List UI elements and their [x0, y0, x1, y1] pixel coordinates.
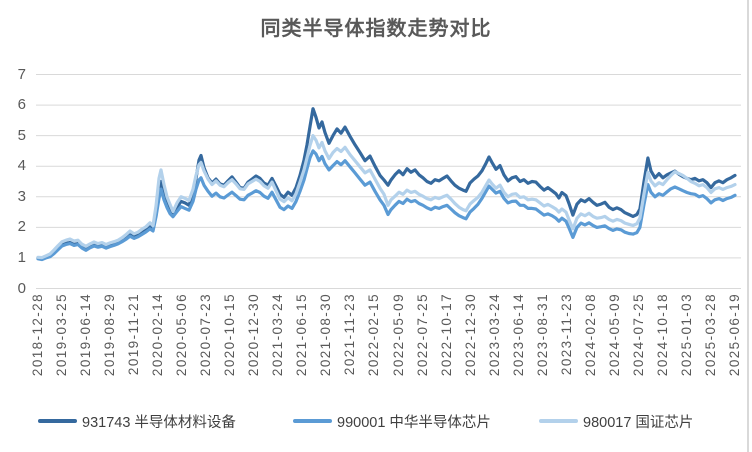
x-tick-label: 2023-08-31: [534, 293, 550, 377]
x-tick-label: 2021-08-30: [318, 293, 334, 377]
legend-label: 990001 中华半导体芯片: [337, 414, 491, 431]
x-tick-label: 2024-02-08: [582, 293, 598, 377]
x-tick-label: 2019-06-14: [78, 293, 94, 377]
x-tick-label: 2022-05-09: [390, 293, 406, 377]
legend-item-931743[interactable]: 931743 半导体材料设备: [38, 409, 236, 433]
x-tick-label: 2025-01-03: [678, 293, 694, 377]
x-tick-label: 2020-05-06: [174, 293, 190, 377]
x-tick-label: 2021-03-24: [270, 293, 286, 377]
legend-label: 931743 半导体材料设备: [82, 414, 236, 431]
x-tick-label: 2020-12-30: [246, 293, 262, 377]
series-line-931743: [36, 107, 737, 261]
x-tick-label: 2019-03-25: [54, 293, 70, 377]
series-line-980017: [36, 134, 737, 260]
x-tick-label: 2020-10-15: [222, 293, 238, 377]
x-tick-label: 2020-07-23: [198, 293, 214, 377]
y-tick-label: 5: [17, 126, 26, 144]
x-tick-label: 2024-10-18: [654, 293, 670, 377]
x-tick-label: 2022-12-30: [462, 293, 478, 377]
x-tick-label: 2022-02-15: [366, 293, 382, 377]
y-tick-label: 4: [17, 157, 26, 175]
y-tick-label: 0: [17, 279, 26, 297]
x-tick-label: 2025-03-28: [702, 293, 718, 377]
right-edge-line: [747, 0, 749, 452]
x-tick-label: 2022-07-25: [414, 293, 430, 377]
x-tick-label: 2022-10-17: [438, 293, 454, 377]
x-tick-label: 2025-06-19: [727, 293, 742, 377]
legend-label: 980017 国证芯片: [583, 414, 694, 431]
y-tick-label: 7: [17, 65, 26, 83]
x-tick-label: 2023-03-24: [486, 293, 502, 377]
y-tick-label: 6: [17, 96, 26, 114]
x-tick-label: 2024-05-09: [606, 293, 622, 377]
legend-line-swatch: [38, 419, 77, 423]
x-tick-label: 2024-07-25: [630, 293, 646, 377]
y-tick-label: 2: [17, 218, 26, 236]
x-tick-label: 2021-06-15: [294, 293, 310, 377]
y-tick-label: 1: [17, 248, 26, 266]
y-tick-label: 3: [17, 187, 26, 205]
legend-item-990001[interactable]: 990001 中华半导体芯片: [293, 409, 491, 433]
x-tick-label: 2023-11-23: [558, 293, 574, 376]
chart-title: 同类半导体指数走势对比: [260, 18, 492, 40]
legend-item-980017[interactable]: 980017 国证芯片: [539, 409, 693, 433]
x-tick-label: 2023-06-14: [510, 293, 526, 377]
series-line-990001: [36, 149, 737, 262]
x-tick-label: 2020-02-14: [150, 293, 166, 377]
legend-line-swatch: [539, 419, 578, 423]
legend-line-swatch: [293, 419, 332, 423]
x-tick-label: 2018-12-28: [30, 293, 45, 377]
x-tick-label: 2019-08-29: [102, 293, 118, 377]
x-tick-label: 2021-11-23: [342, 293, 358, 376]
x-tick-label: 2019-11-21: [126, 293, 142, 376]
